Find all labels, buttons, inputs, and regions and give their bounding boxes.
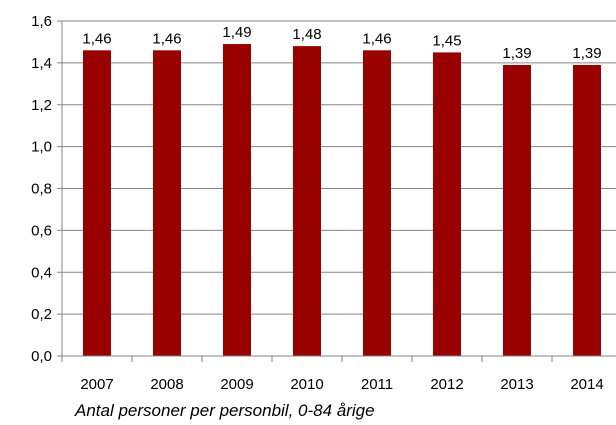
- bar-2014: [573, 64, 601, 356]
- x-axis-tick-labels: 2007 2008 2009 2010 2011 2012 2013 2014: [80, 376, 603, 393]
- data-labels: 1,46 1,46 1,49 1,48 1,46 1,45 1,39 1,39: [82, 24, 601, 62]
- grid-lines: [62, 20, 616, 357]
- x-tick-label-2007: 2007: [80, 376, 113, 393]
- x-tick-label-2013: 2013: [500, 376, 533, 393]
- data-label-2014: 1,39: [572, 45, 601, 62]
- y-tick-label: 1,6: [31, 13, 52, 30]
- bar-2007: [83, 50, 111, 356]
- data-label-2008: 1,46: [152, 30, 181, 47]
- bar-2008: [153, 50, 181, 356]
- data-label-2013: 1,39: [502, 45, 531, 62]
- data-label-2012: 1,45: [432, 32, 461, 49]
- data-label-2010: 1,48: [292, 26, 321, 43]
- y-tick-label: 0,0: [31, 348, 52, 365]
- y-tick-label: 0,2: [31, 306, 52, 323]
- x-tick-label-2011: 2011: [361, 376, 393, 393]
- x-tick-label-2009: 2009: [220, 376, 253, 393]
- y-tick-label: 1,0: [31, 139, 52, 156]
- y-tick-label: 1,2: [31, 97, 52, 114]
- bar-2011: [363, 50, 391, 356]
- x-tick-label-2010: 2010: [290, 376, 323, 393]
- x-tick-label-2012: 2012: [430, 376, 463, 393]
- data-label-2009: 1,49: [222, 24, 251, 41]
- bar-2013: [503, 64, 531, 356]
- chart-caption: Antal personer per personbil, 0-84 årige: [74, 401, 375, 420]
- x-tick-label-2008: 2008: [150, 376, 183, 393]
- y-axis-tick-labels: 0,0 0,2 0,4 0,6 0,8 1,0 1,2 1,4 1,6: [31, 13, 63, 365]
- data-label-2011: 1,46: [362, 30, 391, 47]
- y-tick-label: 0,8: [31, 181, 52, 198]
- data-label-2007: 1,46: [82, 30, 111, 47]
- bars: [83, 44, 601, 356]
- x-axis: [61, 355, 616, 362]
- bar-2010: [293, 46, 321, 356]
- y-tick-label: 0,4: [31, 264, 52, 281]
- y-tick-label: 1,4: [31, 55, 52, 72]
- bar-2012: [433, 52, 461, 356]
- x-tick-label-2014: 2014: [570, 376, 603, 393]
- bar-2009: [223, 44, 251, 356]
- y-tick-label: 0,6: [31, 222, 52, 239]
